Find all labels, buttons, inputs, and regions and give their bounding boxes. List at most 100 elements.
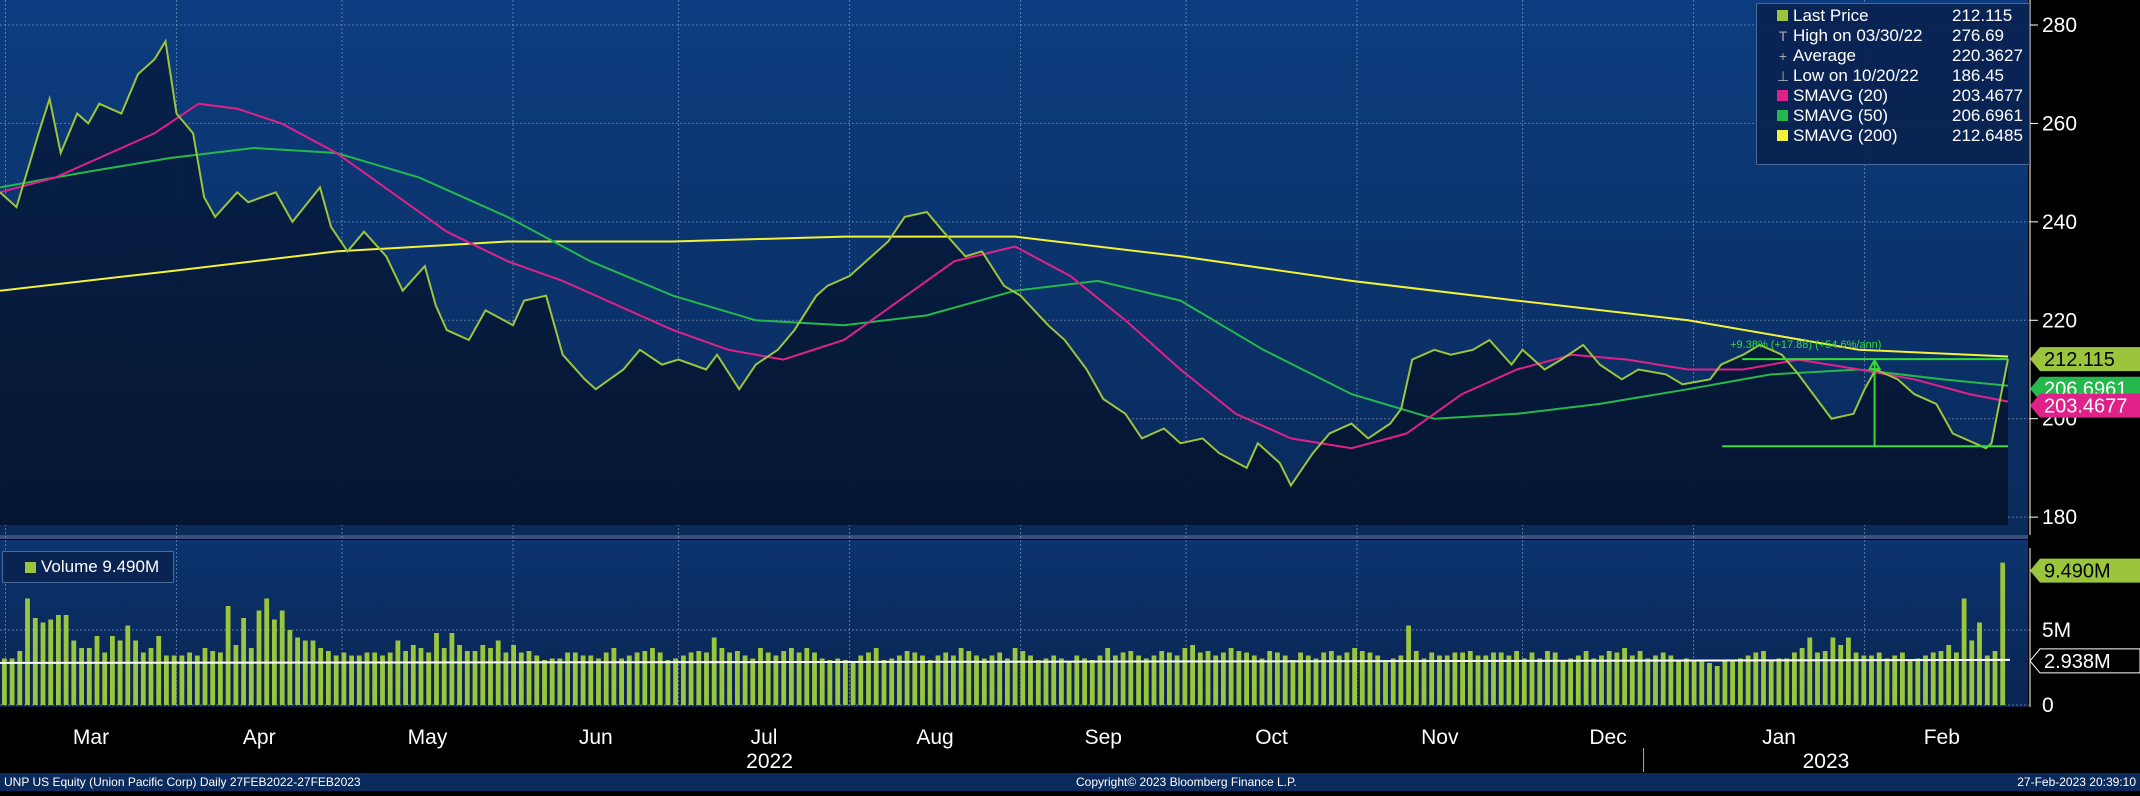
- volume-bar: [1143, 658, 1149, 705]
- volume-bar: [935, 655, 941, 705]
- annotations: 212.115206.6961203.46779.490M2.938M+9.38…: [1722, 339, 2140, 674]
- volume-bar: [1190, 645, 1195, 705]
- volume-bar: [843, 660, 848, 705]
- last-price-swatch: [1777, 10, 1788, 21]
- volume-bar: [796, 652, 802, 705]
- volume-bar: [17, 651, 23, 705]
- volume-bar: [1213, 655, 1219, 705]
- legend-label: SMAVG (20): [1793, 86, 1889, 105]
- volume-bar: [225, 606, 231, 705]
- legend-row-average: + Average 220.3627: [1757, 46, 2029, 66]
- volume-bar: [1059, 658, 1064, 705]
- price-tick-label: 280: [2042, 14, 2077, 37]
- volume-bar: [1043, 658, 1049, 705]
- volume-bar: [464, 651, 470, 705]
- volume-bar: [1969, 640, 1975, 705]
- volume-bar: [1282, 655, 1288, 705]
- price-tick-label: 220: [2042, 309, 2077, 332]
- volume-bar: [1074, 655, 1080, 705]
- volume-bar: [873, 648, 879, 705]
- volume-bar: [1529, 652, 1535, 705]
- volume-bar: [1668, 655, 1674, 705]
- volume-bar: [326, 651, 331, 705]
- volume-bar: [1521, 658, 1527, 705]
- volume-bar: [1591, 658, 1597, 705]
- volume-bar: [248, 648, 254, 705]
- axes: Mar Apr May Jun Jul Aug Sep Oct Nov Dec Jan Feb 2022…: [73, 0, 2077, 773]
- volume-bar: [287, 630, 293, 705]
- volume-bar: [1305, 655, 1311, 705]
- volume-bar: [951, 655, 956, 705]
- volume-bar: [1568, 658, 1573, 705]
- volume-bar: [1012, 648, 1018, 705]
- volume-bar: [1491, 652, 1496, 705]
- volume-bar: [650, 648, 655, 705]
- volume-bar: [1452, 652, 1458, 705]
- year-label: 2023: [1803, 750, 1850, 773]
- legend-row-high: T High on 03/30/22 276.69: [1757, 26, 2029, 46]
- volume-bar: [958, 648, 964, 705]
- volume-bar: [904, 651, 910, 705]
- volume-bar: [1275, 652, 1280, 705]
- volume-bar: [1714, 666, 1720, 705]
- volume-bar: [1776, 658, 1782, 705]
- volume-bar: [1753, 652, 1759, 705]
- volume-bar: [1421, 658, 1427, 705]
- volume-bar: [1838, 645, 1844, 705]
- volume-bar: [503, 652, 509, 705]
- volume-bar: [1359, 651, 1365, 705]
- volume-bar: [79, 648, 84, 705]
- price-tick-label: 260: [2042, 112, 2077, 135]
- volume-bar: [156, 636, 162, 705]
- volume-bar: [1251, 655, 1257, 705]
- year-label: 2022: [746, 750, 793, 773]
- volume-value-tag: [2030, 558, 2140, 583]
- volume-bar: [1089, 660, 1095, 705]
- volume-bar: [1653, 655, 1658, 705]
- price-tick-label: 180: [2042, 506, 2077, 529]
- volume-bar: [642, 651, 648, 705]
- volume-bar: [1768, 660, 1774, 705]
- volume-bar: [1267, 651, 1273, 705]
- volume-bar: [1390, 658, 1396, 705]
- volume-bar: [1444, 655, 1450, 705]
- volume-bar: [1869, 655, 1874, 705]
- volume-bar: [1498, 652, 1504, 705]
- volume-bar: [1097, 655, 1103, 705]
- legend-row-sma200: SMAVG (200) 212.6485: [1757, 126, 2029, 146]
- volume-swatch: [25, 562, 36, 573]
- volume-bar: [889, 658, 895, 705]
- volume-bar: [1822, 651, 1828, 705]
- volume-bar: [1375, 655, 1381, 705]
- price-tick-label: 240: [2042, 211, 2077, 234]
- volume-bar: [1035, 660, 1041, 705]
- volume-bar: [110, 636, 115, 705]
- volume-bar: [866, 652, 871, 705]
- volume-bar: [1977, 622, 1982, 705]
- volume-bar: [1221, 652, 1226, 705]
- volume-bar: [403, 651, 408, 705]
- volume-tick-label: 0: [2042, 694, 2054, 717]
- month-tick-label: Jul: [751, 726, 778, 749]
- volume-bar: [1745, 655, 1751, 705]
- volume-bar: [526, 651, 532, 705]
- volume-bar: [341, 652, 347, 705]
- volume-bar: [1352, 648, 1357, 705]
- volume-bar: [804, 648, 810, 705]
- volume-bar: [1992, 651, 1998, 705]
- volume-bar: [2, 658, 7, 705]
- volume-bar: [1884, 658, 1890, 705]
- volume-tick-label: 5M: [2042, 619, 2071, 642]
- legend-row-sma20: SMAVG (20) 203.4677: [1757, 86, 2029, 106]
- volume-bar: [1205, 651, 1211, 705]
- volume-bar: [1738, 658, 1743, 705]
- volume-bar: [518, 652, 524, 705]
- volume-bar: [966, 651, 972, 705]
- volume-bar: [194, 655, 200, 705]
- legend-label: SMAVG (200): [1793, 126, 1898, 145]
- volume-bar: [1691, 661, 1697, 705]
- volume-bar: [603, 652, 609, 705]
- month-tick-label: Jun: [579, 726, 613, 749]
- volume-bar: [1606, 651, 1612, 705]
